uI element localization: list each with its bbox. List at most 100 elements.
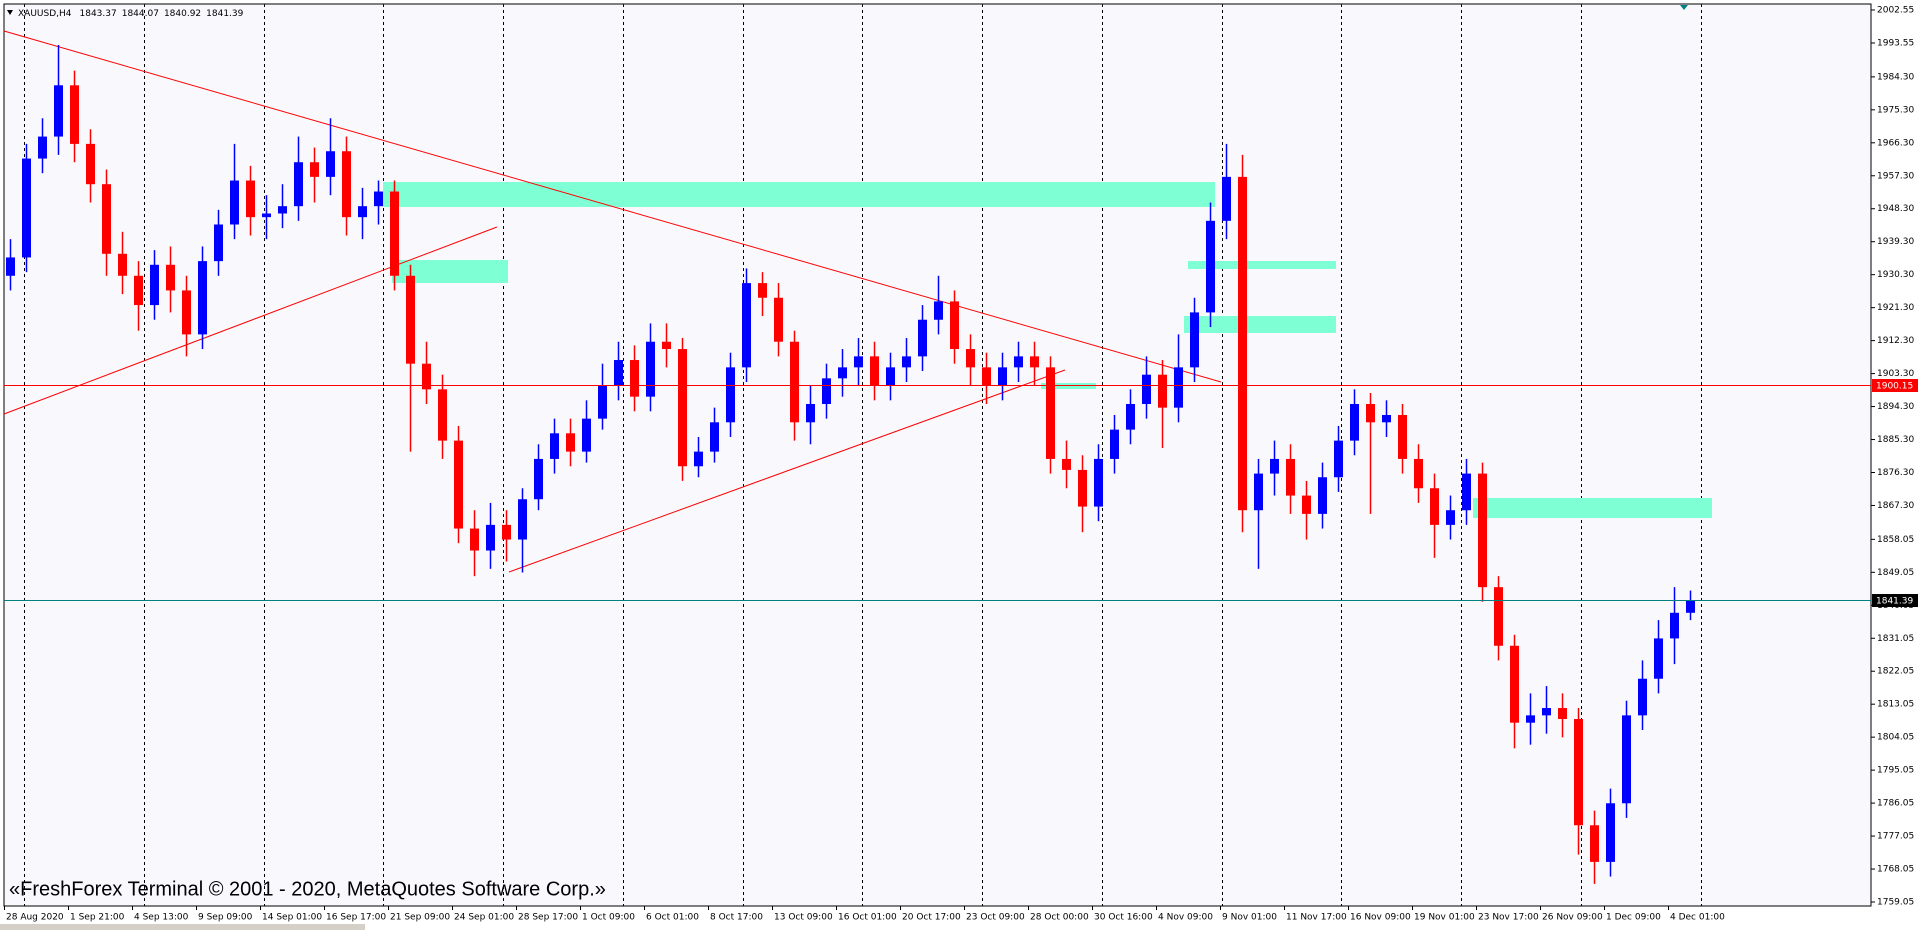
candle-body (38, 136, 47, 159)
candle-body (838, 367, 847, 379)
x-tick-label: 13 Oct 09:00 (774, 913, 833, 923)
candle-body (1462, 473, 1471, 511)
x-tick-label: 1 Sep 21:00 (70, 913, 125, 923)
zone (392, 260, 508, 283)
low-price: 1840.92 (164, 9, 201, 19)
candle-body (582, 418, 591, 452)
y-tick-label: 1939.30 (1877, 237, 1914, 247)
candle-body (726, 367, 735, 423)
candle-body (518, 499, 527, 540)
candle-body (710, 422, 719, 452)
candle-body (1654, 638, 1663, 679)
candle-body (278, 206, 287, 214)
candle-body (374, 191, 383, 207)
candle-body (1382, 414, 1391, 423)
x-tick-label: 28 Sep 17:00 (518, 913, 578, 923)
candle-body (1014, 356, 1023, 368)
candle-body (6, 257, 15, 276)
x-tick-label: 9 Nov 01:00 (1222, 913, 1277, 923)
candle-body (646, 341, 655, 397)
candle-body (854, 356, 863, 368)
candle-body (1526, 715, 1535, 723)
price-label-box (1872, 379, 1918, 392)
candle-body (1142, 374, 1151, 404)
candle-body (1638, 678, 1647, 716)
candle-body (1446, 510, 1455, 525)
candle-body (1046, 367, 1055, 459)
candle-body (790, 341, 799, 423)
candle-body (134, 275, 143, 306)
candle-body (1350, 403, 1359, 441)
candle-body (1206, 220, 1215, 313)
x-tick-label: 9 Sep 09:00 (198, 913, 253, 923)
candle-body (182, 290, 191, 335)
candle-body (1030, 356, 1039, 368)
watermark: «FreshForex Terminal © 2001 - 2020, Meta… (9, 878, 606, 900)
candle-body (902, 356, 911, 368)
trend-line (3, 226, 498, 415)
y-tick-label: 1849.05 (1877, 568, 1914, 578)
candle-body (1558, 708, 1567, 720)
x-tick-label: 4 Sep 13:00 (134, 913, 189, 923)
y-tick-label: 1921.30 (1877, 303, 1914, 313)
y-tick-label: 1894.30 (1877, 402, 1914, 412)
candle-body (1542, 708, 1551, 716)
candle-body (1254, 473, 1263, 511)
candle-body (1270, 458, 1279, 474)
candle-body (1062, 458, 1071, 470)
open-price: 1843.37 (80, 9, 117, 19)
candle-body (998, 367, 1007, 386)
candle-body (262, 213, 271, 218)
candle-body (934, 301, 943, 320)
y-tick-label: 1912.30 (1877, 336, 1914, 346)
candle-body (70, 85, 79, 144)
candle-body (310, 162, 319, 177)
candle-body (54, 85, 63, 137)
candle-body (470, 528, 479, 551)
zones (383, 182, 1712, 518)
candle-body (454, 440, 463, 529)
symbol: XAUUSD,H4 (18, 9, 72, 19)
candle-body (1398, 414, 1407, 459)
zone (1473, 498, 1712, 518)
candle-body (678, 349, 687, 467)
y-tick-label: 1858.05 (1877, 535, 1914, 545)
x-tick-label: 14 Sep 01:00 (262, 913, 322, 923)
candle-body (438, 389, 447, 441)
y-tick-label: 1804.05 (1877, 733, 1914, 743)
candle-body (342, 151, 351, 218)
candle-body (918, 319, 927, 357)
y-tick-label: 1993.55 (1877, 38, 1914, 48)
y-tick-label: 1957.30 (1877, 171, 1914, 181)
x-tick-label: 16 Oct 01:00 (838, 913, 897, 923)
candle-body (806, 403, 815, 423)
candle-body (150, 264, 159, 306)
candle-body (214, 224, 223, 262)
candle-body (502, 524, 511, 540)
candle-body (630, 360, 639, 397)
candle-body (950, 301, 959, 350)
candle-body (326, 151, 335, 177)
candle-body (1334, 440, 1343, 478)
candle-body (742, 283, 751, 368)
candle-body (1174, 367, 1183, 408)
candle-body (1286, 458, 1295, 496)
y-tick-label: 1786.05 (1877, 799, 1914, 809)
y-tick-label: 1822.05 (1877, 667, 1914, 677)
candle-body (1238, 176, 1247, 511)
zone (1184, 316, 1336, 333)
candle-body (982, 367, 991, 386)
candle-body (1430, 488, 1439, 525)
trend-lines (3, 30, 1222, 573)
zone (383, 182, 1215, 207)
candle-body (358, 206, 367, 218)
candle-body (1478, 473, 1487, 588)
y-tick-label: 1795.05 (1877, 766, 1914, 776)
y-tick-label: 1831.05 (1877, 634, 1914, 644)
trend-line (3, 30, 1222, 383)
x-tick-label: 30 Oct 16:00 (1094, 913, 1153, 923)
candle-body (294, 162, 303, 207)
x-tick-label: 4 Nov 09:00 (1158, 913, 1213, 923)
axes: 28 Aug 2020 1 Sep 21:00 4 Sep 13:00 9 Sep 0… (4, 6, 1918, 923)
